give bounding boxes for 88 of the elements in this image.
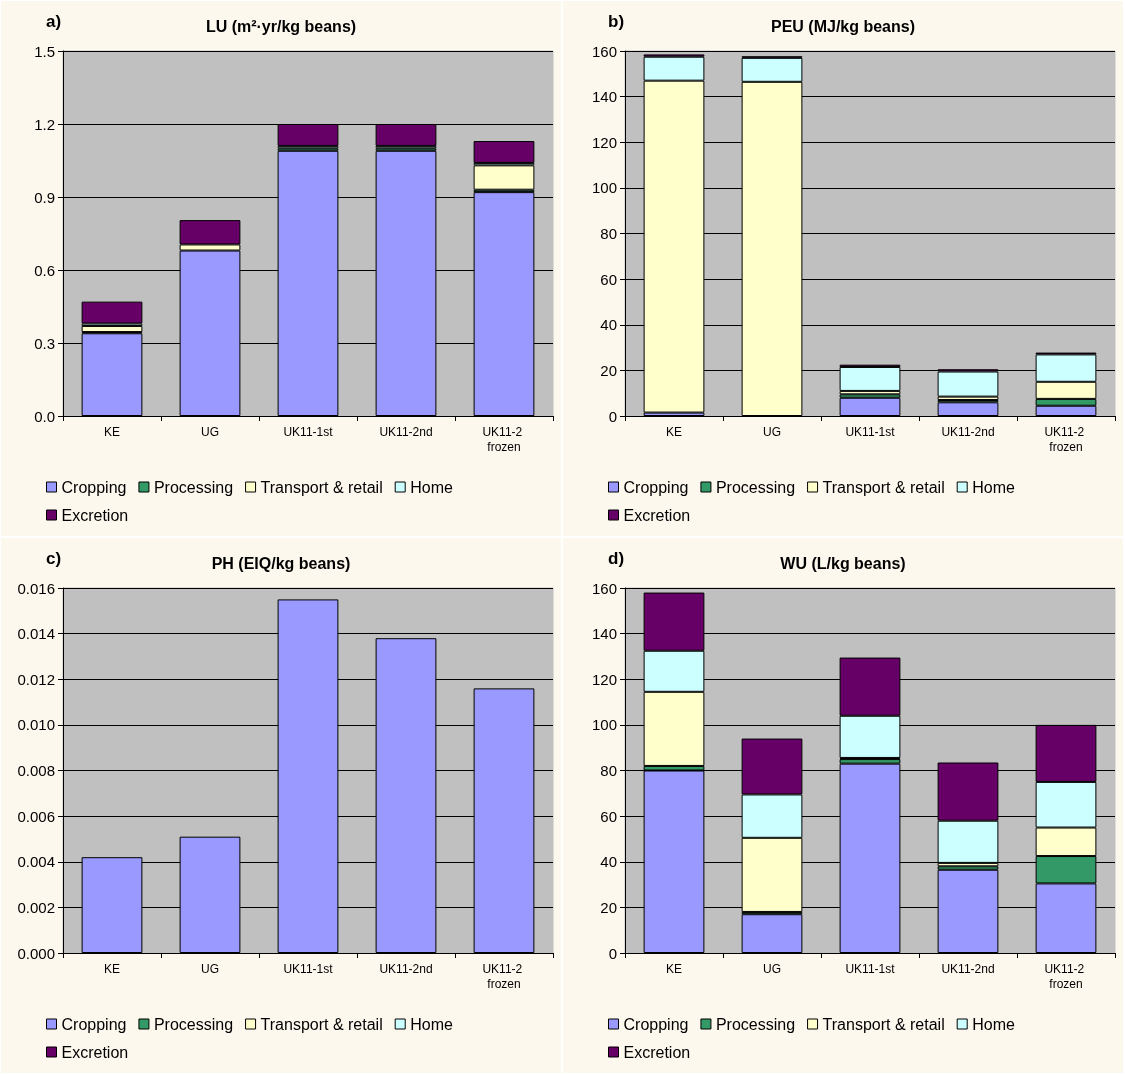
bar <box>81 301 143 324</box>
y-tick-label: 0.0 <box>34 407 55 425</box>
y-tick-label: 0 <box>608 407 617 425</box>
bar <box>473 165 535 190</box>
legend-label: Home <box>410 478 453 496</box>
y-tick-label: 0.6 <box>34 261 55 279</box>
x-tick-label: UK11-2nd <box>941 961 995 976</box>
bar <box>839 397 901 416</box>
legend-label: Transport & retail <box>260 1015 383 1033</box>
legend-label: Excretion <box>61 1043 129 1061</box>
text: b) <box>608 12 625 31</box>
y-tick-label: 80 <box>600 762 617 779</box>
legend-label: Transport & retail <box>260 478 383 496</box>
y-tick-label: 0.002 <box>17 898 55 916</box>
x-tick-label: UK11-2nd <box>941 424 995 439</box>
y-tick-label: 40 <box>600 853 617 871</box>
legend-label: Excretion <box>623 506 691 524</box>
bar <box>937 402 999 416</box>
bar <box>937 371 999 397</box>
x-tick-label: UK11-2nd <box>379 424 433 439</box>
legend-label: Processing <box>715 478 796 496</box>
x-tick-label: UG <box>763 961 781 976</box>
chart-title: PEU (MJ/kg beans) <box>770 17 916 35</box>
y-tick-label: 0.9 <box>34 188 55 206</box>
y-tick-label: 0.012 <box>17 670 55 688</box>
x-tick-label: UK11-2 frozen <box>482 424 526 454</box>
legend-label: Excretion <box>623 1043 691 1061</box>
x-tick-label: KE <box>665 424 683 439</box>
legend-label: Transport & retail <box>822 1015 945 1033</box>
legend-label: Cropping <box>61 478 127 496</box>
y-tick-label: 0 <box>608 944 617 962</box>
y-tick-label: 0.010 <box>17 716 55 734</box>
x-tick-label: UK11-2 frozen <box>482 961 526 991</box>
x-tick-label: UG <box>201 961 219 976</box>
chart-title: LU (m²·yr/kg beans) <box>205 17 357 35</box>
legend-label: Cropping <box>61 1015 127 1033</box>
x-tick-label: KE <box>103 424 121 439</box>
y-tick-label: 0.014 <box>17 625 55 643</box>
legend-label: Processing <box>715 1015 796 1033</box>
y-tick-label: 80 <box>600 225 617 242</box>
x-tick-label: UK11-2 frozen <box>1044 961 1088 991</box>
legend-label: Home <box>972 1015 1015 1033</box>
legend-label: Transport & retail <box>822 478 945 496</box>
x-tick-label: UG <box>763 424 781 439</box>
x-tick-label: KE <box>665 961 683 976</box>
x-tick-label: UG <box>201 424 219 439</box>
y-tick-label: 0.008 <box>17 762 55 779</box>
legend-label: Cropping <box>623 478 689 496</box>
y-tick-label: 0.006 <box>17 807 55 825</box>
legend-label: Excretion <box>61 506 129 524</box>
y-tick-label: 140 <box>591 625 617 643</box>
y-tick-label: 40 <box>600 316 617 334</box>
x-tick-label: UK11-1st <box>283 424 334 439</box>
bar <box>473 141 535 163</box>
text: c) <box>46 549 62 568</box>
y-tick-label: 0.3 <box>34 334 55 352</box>
x-tick-label: UK11-2nd <box>379 961 433 976</box>
y-tick-label: 160 <box>591 42 617 60</box>
text: a) <box>46 12 62 31</box>
y-tick-label: 120 <box>591 670 617 688</box>
y-tick-label: 60 <box>600 270 617 288</box>
legend-label: Cropping <box>623 1015 689 1033</box>
legend-label: Processing <box>153 1015 234 1033</box>
y-tick-label: 140 <box>591 88 617 106</box>
chart-title: PH (EIQ/kg beans) <box>211 554 351 572</box>
x-tick-label: UK11-1st <box>283 961 334 976</box>
x-tick-label: KE <box>103 961 121 976</box>
y-tick-label: 0.016 <box>17 579 55 597</box>
y-tick-label: 20 <box>600 898 617 916</box>
y-tick-label: 1.5 <box>34 42 55 60</box>
y-tick-label: 100 <box>591 716 617 734</box>
y-tick-label: 60 <box>600 807 617 825</box>
legend-label: Home <box>410 1015 453 1033</box>
x-tick-label: UK11-2 frozen <box>1044 424 1088 454</box>
x-tick-label: UK11-1st <box>845 424 896 439</box>
y-tick-label: 100 <box>591 179 617 197</box>
y-tick-label: 20 <box>600 361 617 379</box>
y-tick-label: 1.2 <box>34 115 55 133</box>
bar <box>741 914 803 953</box>
y-tick-label: 0.004 <box>17 853 55 871</box>
chart-title: WU (L/kg beans) <box>780 554 906 572</box>
y-tick-label: 120 <box>591 133 617 151</box>
x-tick-label: UK11-1st <box>845 961 896 976</box>
text: d) <box>608 549 625 568</box>
legend-label: Processing <box>153 478 234 496</box>
legend-label: Home <box>972 478 1015 496</box>
y-tick-label: 0.000 <box>17 944 55 962</box>
y-tick-label: 160 <box>591 579 617 597</box>
